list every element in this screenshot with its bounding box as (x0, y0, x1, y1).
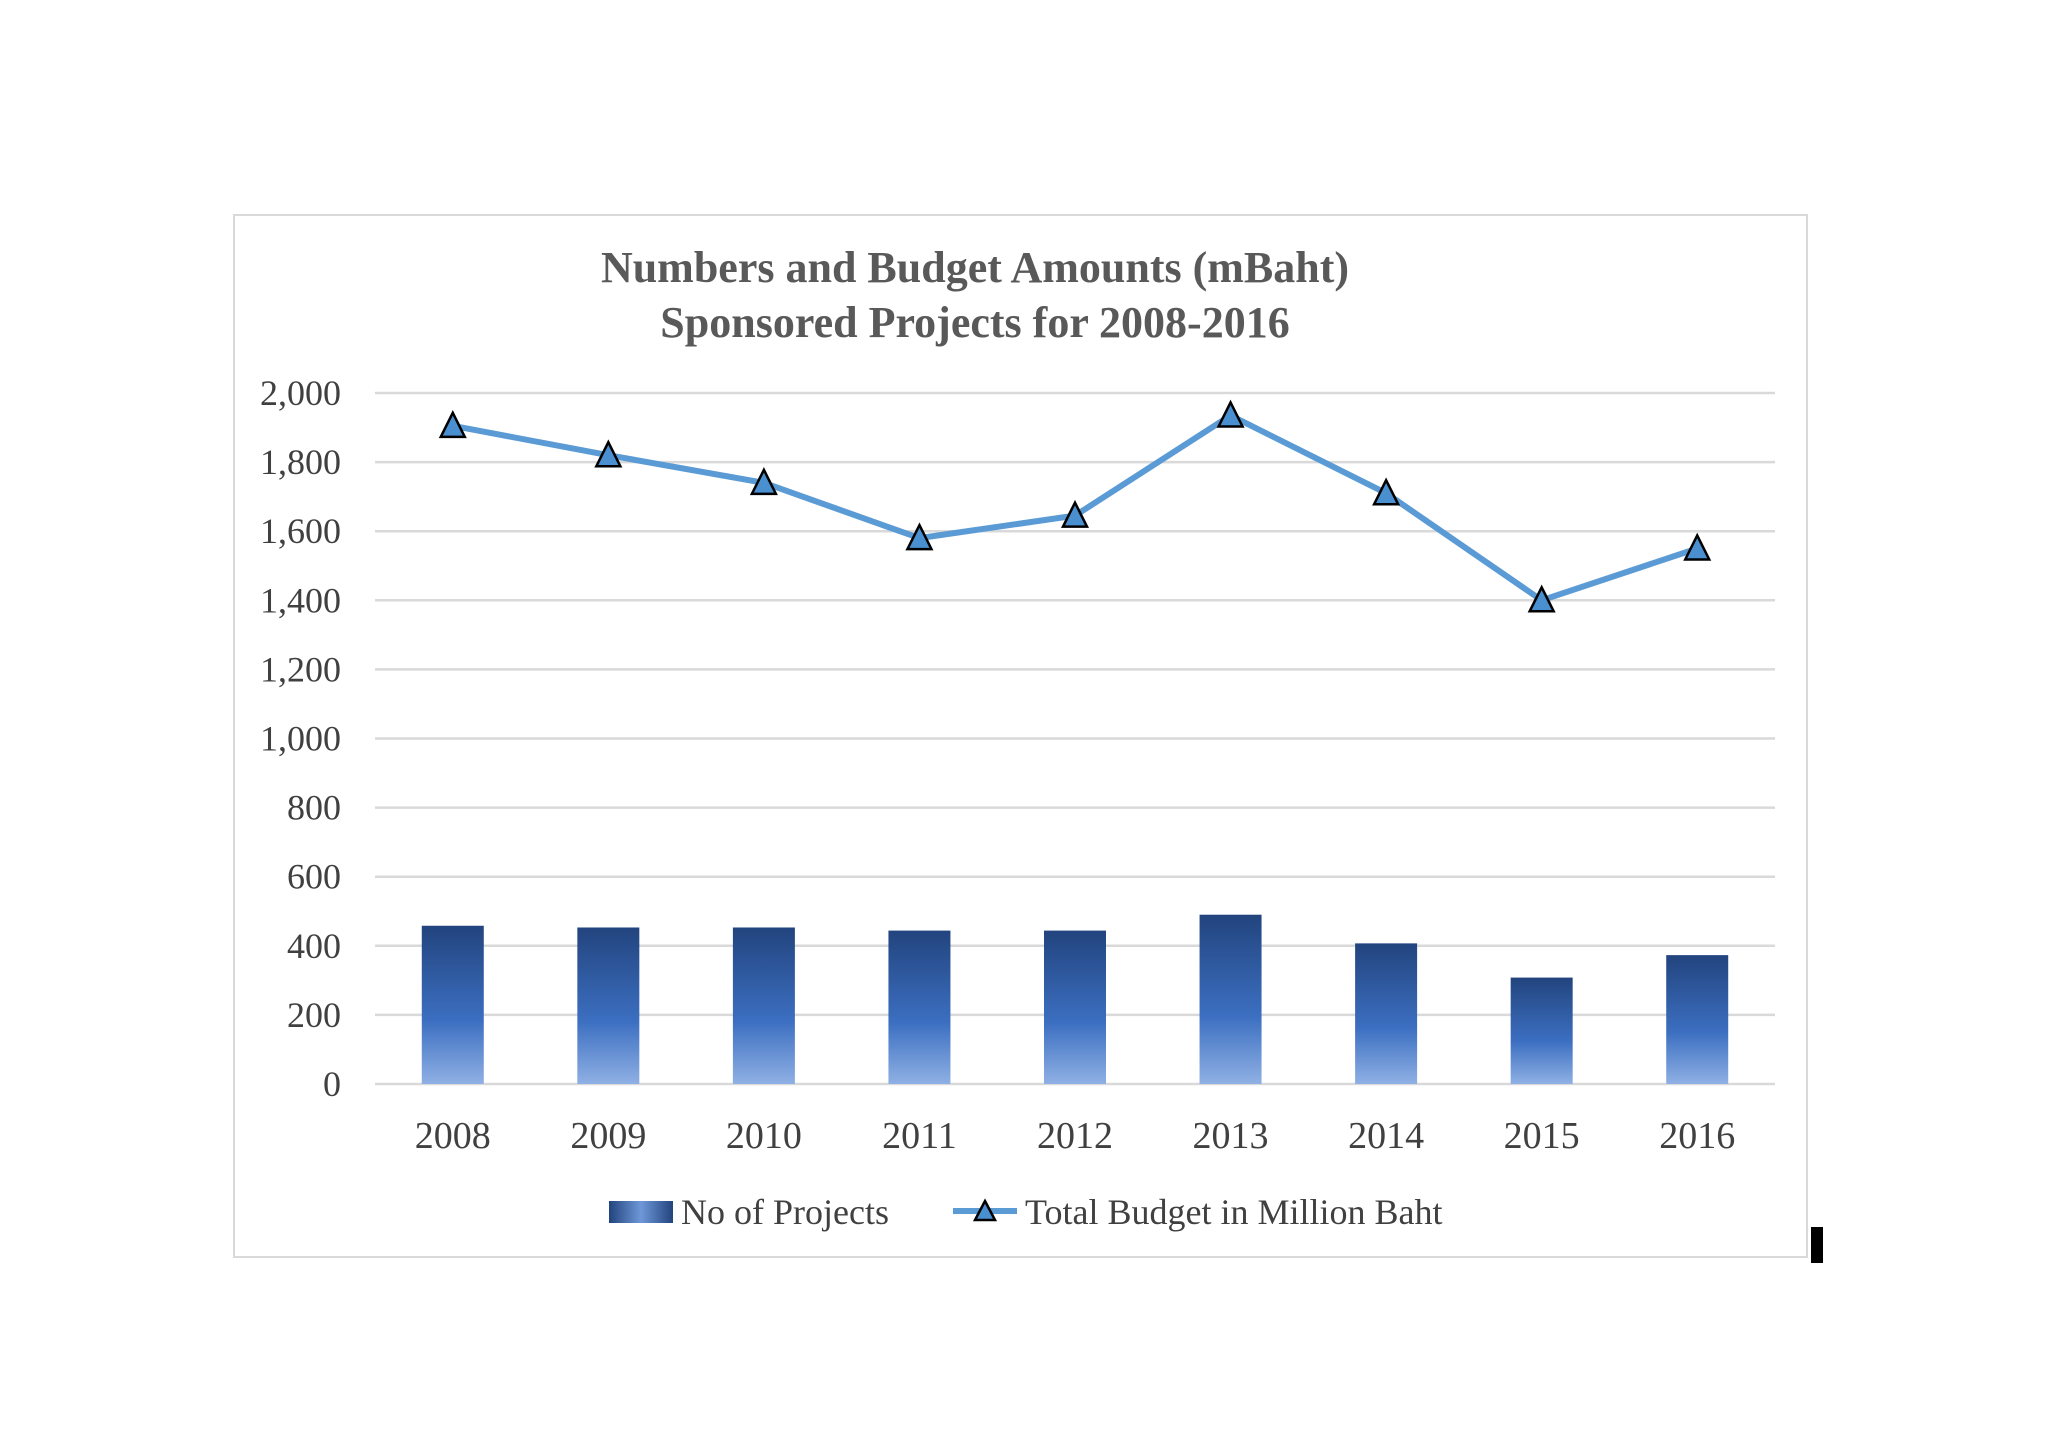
x-tick-label: 2008 (415, 1115, 491, 1157)
legend-label-budget: Total Budget in Million Baht (1025, 1192, 1442, 1232)
line-marker (1216, 399, 1245, 428)
line-marker (749, 467, 778, 496)
x-tick-label: 2013 (1193, 1115, 1269, 1157)
line-marker (438, 410, 467, 439)
y-tick-label: 800 (287, 788, 341, 828)
y-tick-label: 0 (323, 1064, 341, 1104)
bar (421, 925, 484, 1084)
line-marker (905, 522, 934, 551)
x-tick-label: 2009 (570, 1115, 646, 1157)
y-tick-label: 1,200 (260, 649, 341, 689)
line-marker (1527, 584, 1556, 613)
chart: Numbers and Budget Amounts (mBaht) Spons… (260, 243, 1775, 1232)
bar (1199, 914, 1262, 1084)
bar (732, 927, 795, 1084)
legend: No of Projects Total Budget in Million B… (609, 1192, 1442, 1232)
x-tick-label: 2016 (1659, 1115, 1735, 1157)
y-tick-label: 1,800 (260, 442, 341, 482)
y-tick-label: 400 (287, 926, 341, 966)
legend-triangle-marker (972, 1198, 998, 1222)
y-tick-label: 1,600 (260, 511, 341, 551)
y-tick-label: 1,400 (260, 580, 341, 620)
line-marker (1683, 532, 1712, 561)
legend-label-projects: No of Projects (681, 1192, 889, 1232)
bar (888, 930, 951, 1084)
bar (1355, 943, 1418, 1084)
chart-title-line-1: Numbers and Budget Amounts (mBaht) (601, 243, 1349, 292)
bar (577, 927, 640, 1084)
y-tick-label: 2,000 (260, 373, 341, 413)
chart-frame: Numbers and Budget Amounts (mBaht) Spons… (233, 214, 1808, 1258)
x-tick-label: 2011 (882, 1115, 957, 1157)
bar-series (421, 914, 1729, 1084)
x-tick-label: 2014 (1348, 1115, 1424, 1157)
line-marker (1372, 477, 1401, 506)
x-tick-label: 2015 (1504, 1115, 1580, 1157)
line-series (438, 399, 1712, 613)
line-marker (1060, 499, 1090, 528)
x-axis-ticks: 2008 2009 2010 2011 2012 2013 2014 2015 2016 (415, 1115, 1735, 1157)
x-tick-label: 2012 (1037, 1115, 1113, 1157)
line-marker (594, 439, 623, 468)
bar (1666, 955, 1729, 1084)
y-tick-label: 200 (287, 995, 341, 1035)
text-cursor (1811, 1227, 1823, 1263)
bar (1044, 930, 1106, 1084)
x-tick-label: 2010 (726, 1115, 802, 1157)
bar (1510, 977, 1573, 1084)
y-tick-label: 1,000 (260, 719, 341, 759)
y-tick-label: 600 (287, 857, 341, 897)
y-axis-ticks: 0 200 400 600 800 1,000 1,200 1,400 1,600 1,800 2,… (260, 373, 341, 1104)
chart-title-line-2: Sponsored Projects for 2008-2016 (660, 298, 1289, 347)
legend-bar-swatch (609, 1201, 673, 1223)
